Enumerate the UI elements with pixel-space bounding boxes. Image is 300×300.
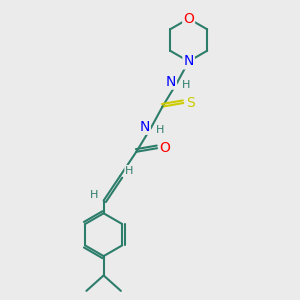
Text: S: S (186, 96, 195, 110)
Text: N: N (166, 75, 176, 88)
Text: N: N (140, 120, 150, 134)
Text: H: H (90, 190, 98, 200)
Text: H: H (125, 166, 134, 176)
Text: O: O (159, 141, 170, 155)
Text: H: H (156, 125, 164, 135)
Text: N: N (184, 54, 194, 68)
Text: O: O (183, 12, 194, 26)
Text: H: H (182, 80, 190, 90)
